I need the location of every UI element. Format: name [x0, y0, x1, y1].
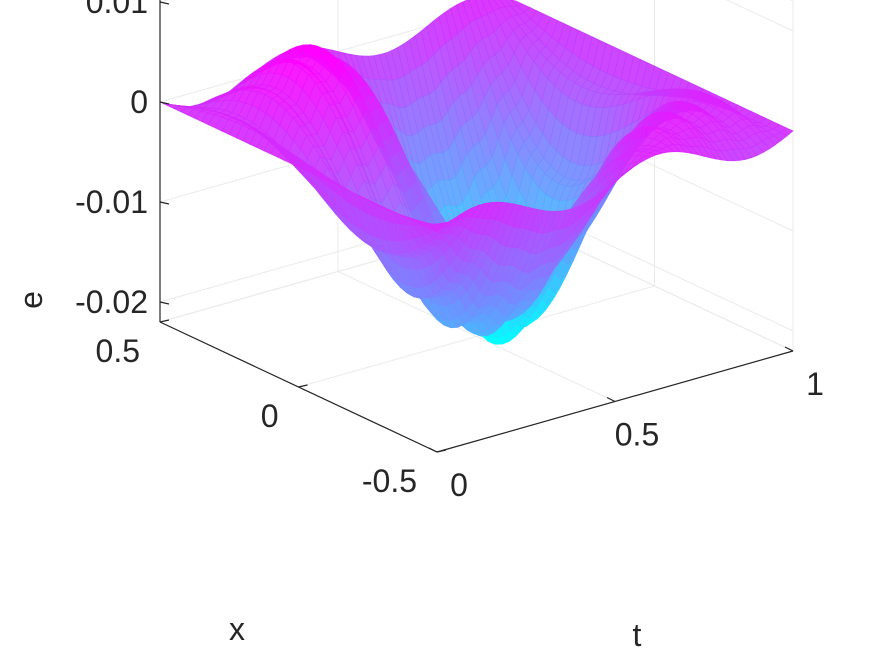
- e-tick-label: -0.01: [75, 184, 148, 220]
- e-tick-label: 0: [130, 84, 148, 120]
- e-tick-mark: [159, 101, 170, 105]
- e-tick-mark: [159, 1, 170, 5]
- axes-layer: [159, 0, 794, 453]
- e-tick-label: -0.02: [75, 284, 148, 320]
- t-tick-mark: [606, 396, 616, 403]
- x-tick-label: 0: [261, 398, 279, 434]
- x-axis-label: x: [229, 611, 245, 647]
- x-tick-label: 0.5: [96, 333, 140, 369]
- grid-line-x: [298, 0, 655, 388]
- e-axis-label: e: [13, 291, 49, 309]
- labels-layer: 0 0.5 1 -0.5 0 0.5 -0.02 -0.01 0 0.01 t x e: [13, 0, 824, 653]
- x-tick-mark: [159, 319, 170, 323]
- t-tick-mark: [784, 346, 794, 352]
- e-tick-mark: [159, 201, 170, 205]
- x-tick-mark: [298, 384, 308, 388]
- t-axis-label: t: [633, 617, 642, 653]
- surface-patch: [429, 225, 444, 233]
- t-tick-label: 0.5: [615, 417, 659, 453]
- x-tick-label: -0.5: [362, 463, 417, 499]
- surface-layer: [159, 0, 794, 345]
- t-tick-mark: [428, 447, 438, 453]
- t-tick-label: 0: [450, 467, 468, 503]
- e-tick-mark: [159, 301, 170, 305]
- x-tick-mark: [436, 449, 447, 453]
- e-tick-label: 0.01: [86, 0, 148, 20]
- t-tick-label: 1: [806, 366, 824, 402]
